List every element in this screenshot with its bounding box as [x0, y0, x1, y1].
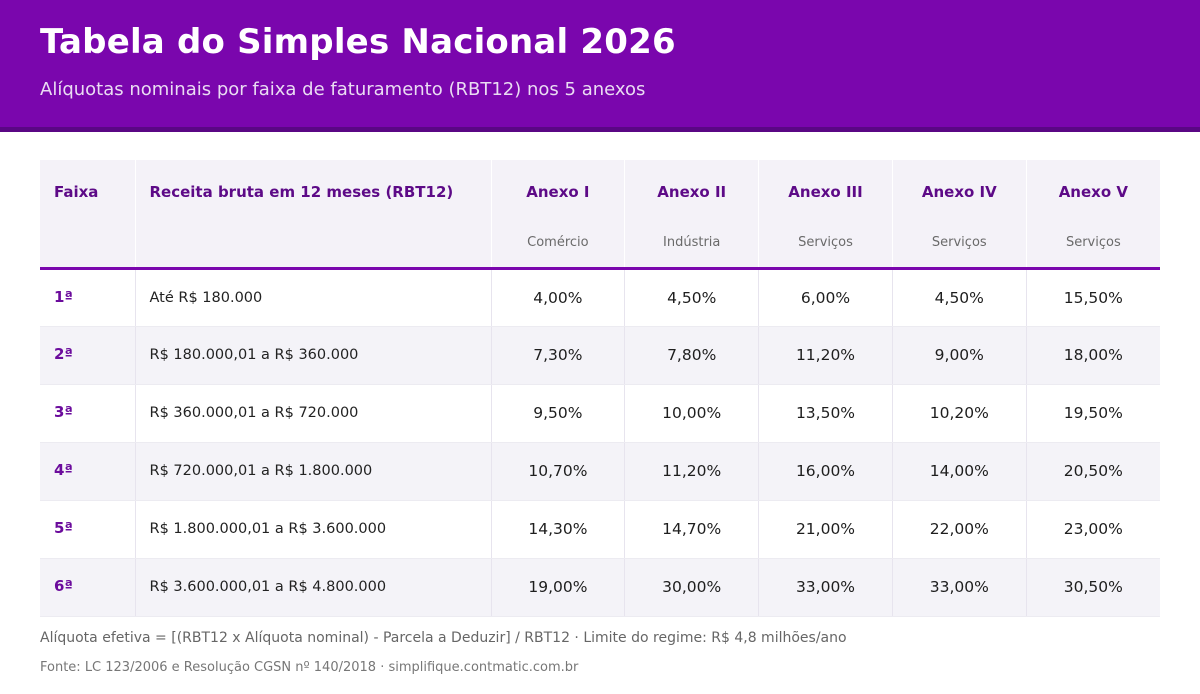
rate-cell: 4,50%: [892, 268, 1027, 327]
rate-cell: 19,50%: [1026, 384, 1160, 443]
header-anexo-1-sub: Comércio: [527, 235, 589, 250]
page-title: Tabela do Simples Nacional 2026: [40, 22, 676, 62]
header-anexo-2-sub: Indústria: [663, 235, 721, 250]
rate-cell: 7,80%: [624, 326, 760, 385]
page-subtitle: Alíquotas nominais por faixa de faturame…: [40, 79, 646, 100]
table-row: 5ª R$ 1.800.000,01 a R$ 3.600.000 14,30%…: [40, 500, 1160, 559]
table-row: 4ª R$ 720.000,01 a R$ 1.800.000 10,70% 1…: [40, 442, 1160, 501]
faixa-cell: 1ª: [40, 268, 136, 327]
rate-cell: 30,00%: [624, 558, 760, 617]
rate-cell: 20,50%: [1026, 442, 1160, 501]
rate-cell: 18,00%: [1026, 326, 1160, 385]
header-anexo-3-sub: Serviços: [798, 235, 853, 250]
faixa-cell: 6ª: [40, 558, 136, 617]
rates-table: Faixa Receita bruta em 12 meses (RBT12) …: [40, 160, 1160, 617]
rate-cell: 9,00%: [892, 326, 1027, 385]
rate-cell: 30,50%: [1026, 558, 1160, 617]
rate-cell: 14,30%: [491, 500, 626, 559]
faixa-cell: 3ª: [40, 384, 136, 443]
rate-cell: 14,70%: [624, 500, 760, 559]
rate-cell: 4,00%: [491, 268, 626, 327]
rate-cell: 33,00%: [758, 558, 893, 617]
faixa-cell: 4ª: [40, 442, 136, 501]
table-row: 2ª R$ 180.000,01 a R$ 360.000 7,30% 7,80…: [40, 326, 1160, 385]
footer-note: Alíquota efetiva = [(RBT12 x Alíquota no…: [40, 630, 847, 646]
page-header: Tabela do Simples Nacional 2026 Alíquota…: [0, 0, 1200, 132]
rate-cell: 4,50%: [624, 268, 760, 327]
rate-cell: 11,20%: [624, 442, 760, 501]
faixa-cell: 5ª: [40, 500, 136, 559]
rate-cell: 14,00%: [892, 442, 1027, 501]
rate-cell: 22,00%: [892, 500, 1027, 559]
range-cell: R$ 180.000,01 a R$ 360.000: [135, 326, 492, 385]
rate-cell: 21,00%: [758, 500, 893, 559]
header-receita: Receita bruta em 12 meses (RBT12): [135, 160, 492, 270]
rate-cell: 33,00%: [892, 558, 1027, 617]
rate-cell: 9,50%: [491, 384, 626, 443]
rate-cell: 19,00%: [491, 558, 626, 617]
rate-cell: 10,70%: [491, 442, 626, 501]
header-anexo-5-sub: Serviços: [1065, 235, 1121, 250]
table-row: 3ª R$ 360.000,01 a R$ 720.000 9,50% 10,0…: [40, 384, 1160, 443]
rate-cell: 11,20%: [758, 326, 893, 385]
header-anexo-4-sub: Serviços: [931, 235, 987, 250]
rate-cell: 6,00%: [758, 268, 893, 327]
header-anexo-5: Anexo V Serviços: [1026, 160, 1160, 270]
rate-cell: 15,50%: [1026, 268, 1160, 327]
header-anexo-3: Anexo III Serviços: [758, 160, 893, 270]
rate-cell: 13,50%: [758, 384, 893, 443]
table-row: 1ª Até R$ 180.000 4,00% 4,50% 6,00% 4,50…: [40, 268, 1160, 327]
table-row: 6ª R$ 3.600.000,01 a R$ 4.800.000 19,00%…: [40, 558, 1160, 617]
header-faixa: Faixa: [40, 160, 136, 270]
range-cell: R$ 3.600.000,01 a R$ 4.800.000: [135, 558, 492, 617]
range-cell: Até R$ 180.000: [135, 268, 492, 327]
header-anexo-1: Anexo I Comércio: [491, 160, 626, 270]
rate-cell: 16,00%: [758, 442, 893, 501]
rate-cell: 7,30%: [491, 326, 626, 385]
rate-cell: 23,00%: [1026, 500, 1160, 559]
range-cell: R$ 360.000,01 a R$ 720.000: [135, 384, 492, 443]
faixa-cell: 2ª: [40, 326, 136, 385]
rate-cell: 10,00%: [624, 384, 760, 443]
footer-source: Fonte: LC 123/2006 e Resolução CGSN nº 1…: [40, 660, 579, 675]
rate-cell: 10,20%: [892, 384, 1027, 443]
header-anexo-4: Anexo IV Serviços: [892, 160, 1027, 270]
header-anexo-2: Anexo II Indústria: [624, 160, 760, 270]
range-cell: R$ 720.000,01 a R$ 1.800.000: [135, 442, 492, 501]
table-header-row: Faixa Receita bruta em 12 meses (RBT12) …: [40, 160, 1160, 270]
range-cell: R$ 1.800.000,01 a R$ 3.600.000: [135, 500, 492, 559]
